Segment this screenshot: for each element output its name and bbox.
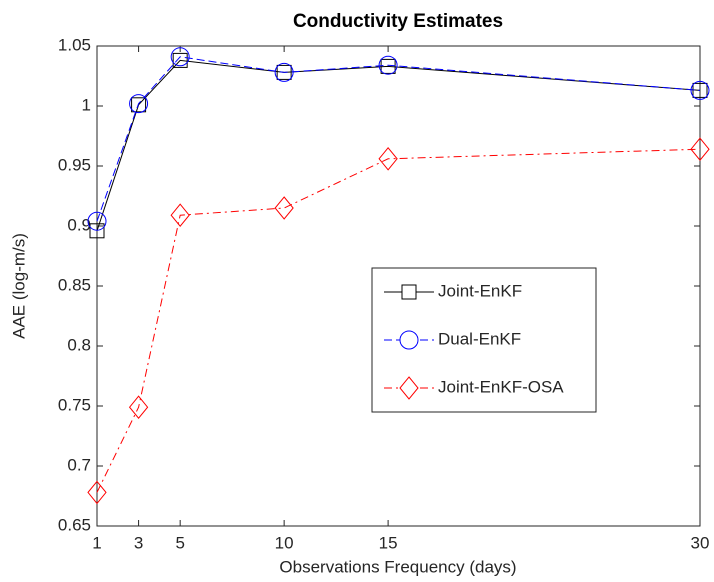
marker-diamond <box>128 395 149 419</box>
y-tick-label: 0.9 <box>67 215 91 234</box>
marker-circle <box>129 94 149 114</box>
marker-diamond <box>87 480 107 505</box>
y-tick-label: 1.05 <box>58 35 91 54</box>
marker-square <box>131 97 147 113</box>
y-tick-label: 1 <box>82 95 91 114</box>
x-tick-label: 10 <box>275 533 294 552</box>
series-line <box>96 148 701 493</box>
x-tick-label: 15 <box>379 533 398 552</box>
marker-square <box>380 58 396 74</box>
legend-label: Joint-EnKF <box>438 281 522 300</box>
marker-diamond <box>170 203 190 227</box>
x-tick-label: 30 <box>691 533 710 552</box>
x-tick-label: 3 <box>134 533 143 552</box>
y-axis-label: AAE (log-m/s) <box>9 233 28 339</box>
y-tick-label: 0.75 <box>58 395 91 414</box>
marker-diamond <box>690 137 710 161</box>
marker-diamond <box>274 196 294 220</box>
marker-circle <box>378 55 398 75</box>
series-line <box>96 56 701 222</box>
marker-circle <box>87 211 107 231</box>
marker-square <box>692 82 708 98</box>
marker-square <box>89 223 105 239</box>
chart-title: Conductivity Estimates <box>293 11 503 32</box>
marker-square <box>172 52 188 68</box>
marker-circle <box>274 62 294 82</box>
marker-diamond <box>378 147 398 171</box>
marker-circle <box>170 47 190 67</box>
y-tick-label: 0.65 <box>58 515 91 534</box>
x-tick-label: 5 <box>175 533 184 552</box>
y-tick-label: 0.85 <box>58 275 91 294</box>
y-tick-label: 0.7 <box>67 455 91 474</box>
legend-label: Joint-EnKF-OSA <box>438 377 564 396</box>
x-axis-label: Observations Frequency (days) <box>279 557 516 576</box>
marker-square <box>401 284 417 300</box>
marker-square <box>276 64 292 80</box>
y-tick-label: 0.95 <box>58 155 91 174</box>
marker-circle <box>690 80 710 100</box>
x-tick-label: 1 <box>92 533 101 552</box>
legend-label: Dual-EnKF <box>438 329 521 348</box>
marker-circle <box>399 330 419 350</box>
marker-diamond <box>399 376 419 400</box>
series-line <box>96 59 701 231</box>
y-tick-label: 0.8 <box>67 335 91 354</box>
